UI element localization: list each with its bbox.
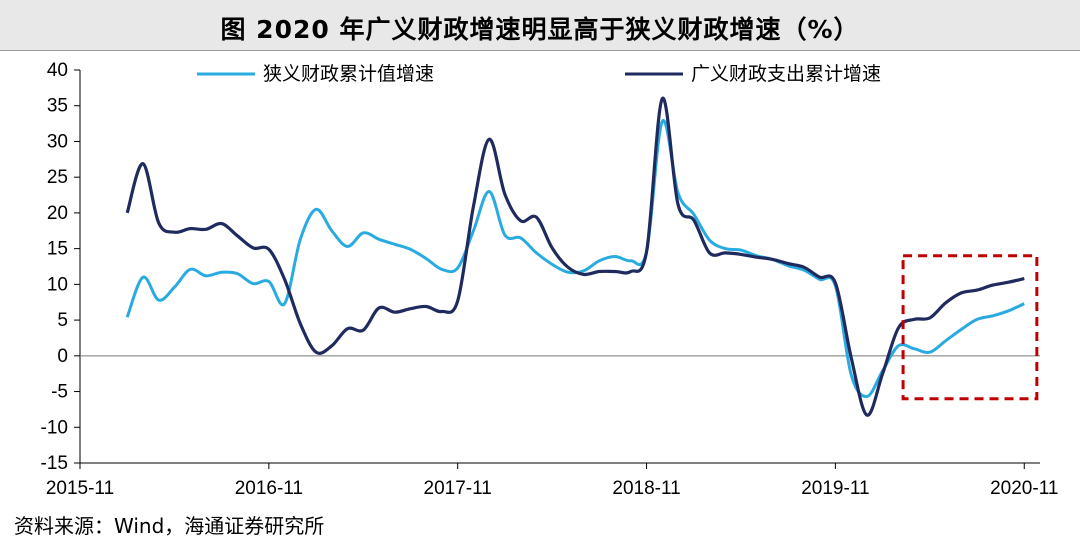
x-tick-label: 2018-11	[612, 478, 680, 499]
axes: 40 35 30 25 20 15 10 5 0 -5 -10 -15 2015-11 2016-11 20…	[41, 60, 1059, 499]
y-tick-label: 35	[47, 96, 68, 117]
x-tick-label: 2019-11	[801, 478, 869, 499]
chart-title: 图 2020 年广义财政增速明显高于狭义财政增速（%）	[220, 15, 860, 44]
y-tick-label: -15	[41, 453, 68, 474]
y-tick-label: 5	[57, 310, 68, 331]
y-tick-label: -5	[51, 382, 68, 403]
line-chart: 40 35 30 25 20 15 10 5 0 -5 -10 -15 2015-11 2016-11 20…	[41, 60, 1059, 499]
x-tick-label: 2015-11	[46, 478, 114, 499]
y-tick-label: 0	[57, 346, 68, 367]
title-bar	[0, 0, 1080, 51]
series-line-2	[125, 96, 1025, 417]
series-layer	[125, 96, 1025, 417]
x-tick-label: 2017-11	[424, 478, 492, 499]
highlight-box	[901, 254, 1039, 401]
x-tick-label: 2016-11	[235, 478, 303, 499]
legend-label-2: 广义财政支出累计增速	[691, 63, 881, 85]
series-line-1	[125, 119, 1025, 399]
source-note: 资料来源：Wind，海通证券研究所	[14, 514, 325, 538]
y-tick-label: -10	[41, 417, 68, 438]
x-tick-label: 2020-11	[990, 478, 1058, 499]
y-tick-label: 30	[47, 131, 68, 152]
y-tick-label: 15	[47, 239, 68, 260]
y-tick-label: 40	[47, 60, 68, 81]
y-tick-label: 25	[47, 167, 68, 188]
annotation-layer	[901, 254, 1039, 401]
y-tick-label: 20	[47, 203, 68, 224]
legend: 狭义财政累计值增速 广义财政支出累计增速	[197, 63, 881, 85]
legend-label-1: 狭义财政累计值增速	[263, 63, 434, 85]
y-tick-label: 10	[47, 274, 68, 295]
